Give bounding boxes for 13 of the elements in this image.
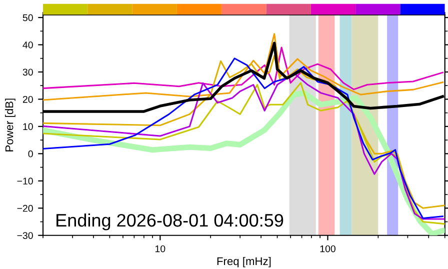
y-tick-label: −30 [17,232,33,239]
x-tick-label: 100 [320,245,336,252]
annotation: Ending 2026-08-01 04:00:59 [56,213,284,230]
y-tick-label: 20 [22,96,33,103]
y-tick-label: 50 [22,14,33,22]
y-tick-label: −10 [17,178,33,185]
y-tick-label: −20 [17,204,33,212]
y-tick-label: 10 [23,123,33,130]
y-tick-label: 40 [22,41,33,48]
y-axis-title: Power [dB] [5,98,16,152]
y-tick-label: 0 [28,150,33,158]
y-tick-label: 30 [22,68,33,76]
x-axis-title: Freq [mHz] [217,256,271,268]
